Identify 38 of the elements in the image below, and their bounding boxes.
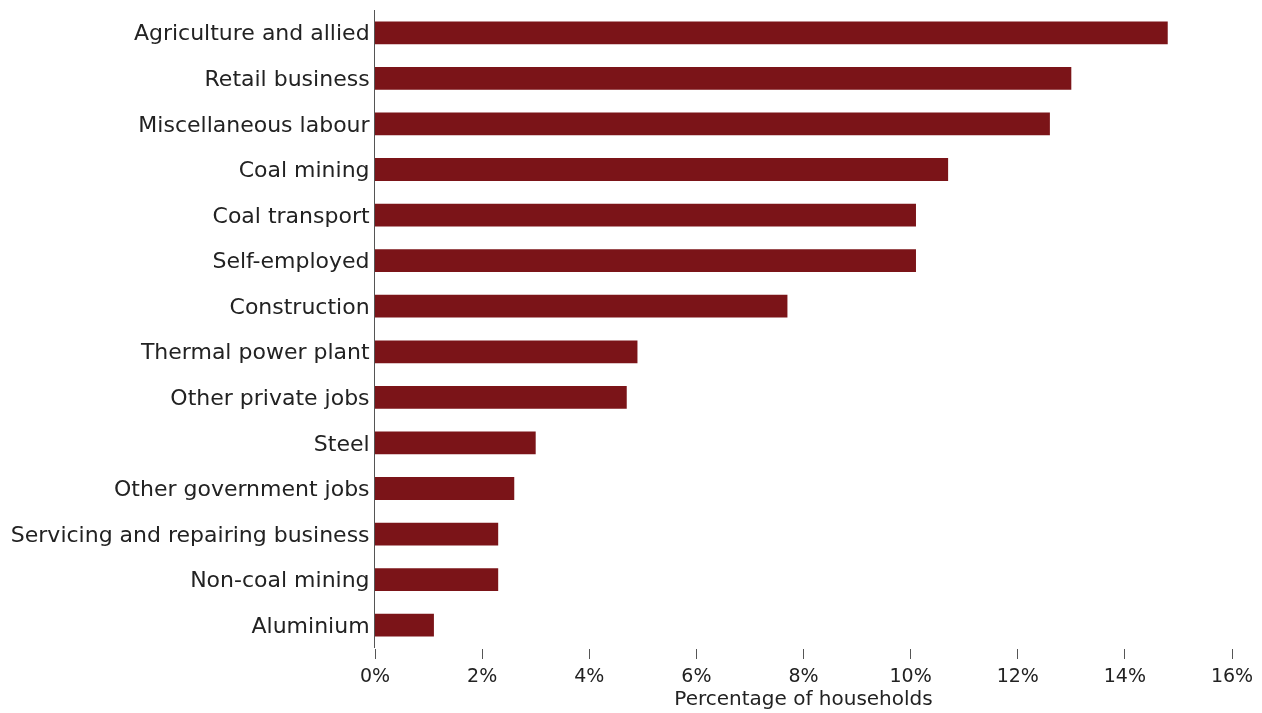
y-tick-label: Miscellaneous labour	[138, 111, 371, 137]
bar	[375, 385, 627, 409]
x-tick-label: 8%	[788, 663, 819, 686]
x-tick-label: 12%	[996, 663, 1039, 686]
y-tick-label: Coal transport	[212, 202, 370, 228]
bar	[375, 203, 916, 227]
y-tick-label: Non-coal mining	[190, 567, 370, 593]
x-tick-label: 14%	[1103, 663, 1146, 686]
x-tick-label: 10%	[889, 663, 932, 686]
bar	[375, 294, 788, 318]
bar	[375, 522, 499, 546]
bar	[375, 112, 1050, 136]
bar	[375, 568, 499, 592]
bar	[375, 66, 1072, 90]
y-tick-label: Thermal power plant	[139, 339, 370, 365]
y-tick-label: Retail business	[204, 66, 370, 92]
y-tick-label: Other private jobs	[170, 385, 370, 411]
y-tick-label: Servicing and repairing business	[10, 521, 370, 547]
x-tick-label: 16%	[1210, 663, 1254, 686]
x-tick-label: 0%	[359, 663, 391, 686]
bar	[375, 340, 638, 364]
y-tick-label: Steel	[313, 430, 370, 456]
x-tick-label: 2%	[467, 663, 498, 686]
bar	[375, 431, 536, 455]
x-tick-label: 6%	[681, 663, 712, 686]
y-tick-label: Aluminium	[251, 612, 370, 638]
bar	[375, 249, 916, 273]
y-tick-label: Agriculture and allied	[133, 20, 370, 46]
bar	[375, 21, 1168, 45]
bar	[375, 158, 949, 181]
y-tick-label: Coal mining	[238, 157, 370, 183]
y-tick-label: Self-employed	[212, 248, 370, 274]
bar	[375, 613, 434, 637]
y-tick-label: Other government jobs	[114, 476, 370, 502]
x-tick-label: 4%	[574, 663, 605, 686]
x-axis-title: Percentage of households	[674, 685, 933, 710]
y-tick-label: Construction	[229, 293, 370, 319]
bar	[375, 477, 515, 500]
